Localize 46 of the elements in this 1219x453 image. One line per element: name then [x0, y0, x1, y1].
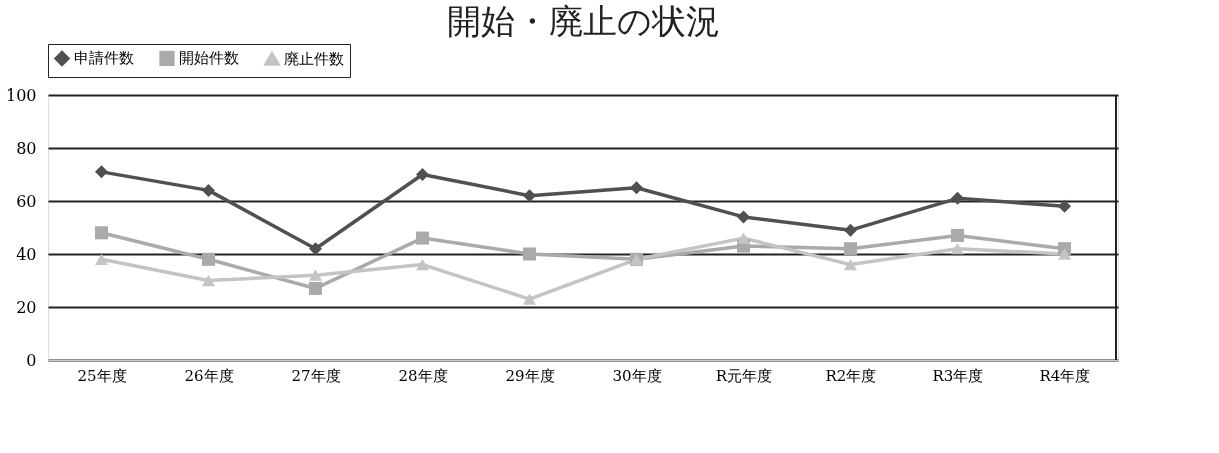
- x-tick-label: 29年度: [505, 366, 555, 385]
- point: [201, 274, 216, 287]
- point: [94, 253, 109, 265]
- point: [950, 191, 965, 205]
- y-tick-label: 80: [16, 138, 37, 158]
- point: [308, 281, 323, 295]
- x-tick-label: R元年度: [715, 366, 773, 385]
- point: [736, 232, 751, 244]
- legend-label: 申請件数: [74, 49, 134, 68]
- point: [308, 269, 323, 281]
- y-tick-label: 60: [16, 191, 37, 211]
- point: [94, 165, 109, 179]
- point: [522, 189, 537, 203]
- y-tick-label: 40: [16, 244, 37, 264]
- point: [522, 247, 537, 261]
- point: [843, 223, 858, 237]
- x-tick-label: 26年度: [184, 366, 234, 385]
- point: [843, 242, 858, 256]
- point: [950, 228, 965, 242]
- point: [522, 293, 537, 305]
- point: [629, 181, 644, 195]
- point: [94, 226, 109, 240]
- x-tick-label: R4年度: [1039, 366, 1091, 385]
- x-tick-label: 27年度: [291, 366, 341, 385]
- point: [843, 258, 858, 271]
- point: [201, 183, 216, 197]
- point: [415, 167, 430, 182]
- point: [736, 210, 751, 224]
- legend-label: 廃止件数: [284, 49, 344, 68]
- x-tick-label: R2年度: [825, 366, 877, 385]
- point: [1057, 248, 1072, 260]
- point: [308, 242, 323, 256]
- point: [415, 231, 430, 245]
- x-tick-label: R3年度: [932, 366, 984, 385]
- point: [201, 252, 216, 266]
- x-tick-label: 25年度: [77, 366, 127, 385]
- x-tick-label: 28年度: [398, 366, 448, 385]
- point: [1057, 199, 1072, 213]
- point: [950, 243, 965, 255]
- legend-label: 開始件数: [179, 49, 239, 68]
- y-tick-label: 20: [16, 297, 37, 317]
- y-tick-label: 100: [5, 85, 37, 105]
- point: [415, 258, 430, 271]
- chart-title: 開始・廃止の状況: [446, 0, 720, 41]
- x-tick-label: 30年度: [612, 366, 662, 385]
- y-tick-label: 0: [26, 350, 37, 370]
